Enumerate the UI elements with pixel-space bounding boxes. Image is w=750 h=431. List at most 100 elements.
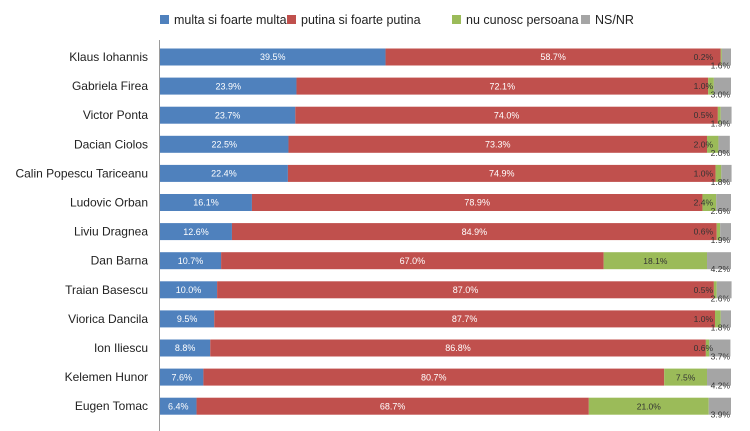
bar-segment-putina-si-foarte-putina	[203, 368, 665, 386]
bar-segment-nu-cunosc-persoana	[717, 106, 721, 124]
bar-segment-multa-si-foarte-multa	[160, 48, 386, 66]
value-label-nu-cunosc-persoana: 21.0%	[637, 401, 662, 411]
value-label-putina-si-foarte-putina: 87.0%	[453, 285, 479, 295]
bar-segment-ns-nr	[708, 397, 731, 415]
value-label-putina-si-foarte-putina: 80.7%	[421, 372, 447, 382]
value-label-putina-si-foarte-putina: 73.3%	[485, 140, 511, 150]
category-label: Gabriela Firea	[72, 79, 148, 93]
bar-segment-multa-si-foarte-multa	[160, 77, 297, 95]
value-label-ns-nr: 4.2%	[711, 381, 731, 391]
bar-segment-multa-si-foarte-multa	[160, 194, 252, 211]
category-label: Ion Iliescu	[94, 341, 148, 355]
bar-segment-ns-nr	[720, 106, 732, 124]
bar-segment-nu-cunosc-persoana	[715, 164, 722, 182]
bar-segment-putina-si-foarte-putina	[287, 164, 716, 182]
value-label-multa-si-foarte-multa: 22.5%	[211, 140, 237, 150]
bar-segment-ns-nr	[709, 339, 731, 357]
value-label-multa-si-foarte-multa: 7.6%	[171, 372, 192, 382]
value-label-nu-cunosc-persoana: 2.4%	[694, 198, 714, 208]
bar-segment-multa-si-foarte-multa	[160, 397, 197, 415]
category-labels: Klaus Iohannis Gabriela Firea Victor Ponta…	[15, 50, 148, 413]
bar-segment-multa-si-foarte-multa	[160, 339, 211, 357]
bar-segment-multa-si-foarte-multa	[160, 223, 232, 241]
bar-segment-ns-nr	[721, 164, 732, 182]
bar-segment-multa-si-foarte-multa	[160, 252, 222, 270]
value-label-ns-nr: 1.6%	[711, 61, 731, 71]
legend-swatch-putina-si-foarte-putina	[287, 15, 296, 24]
value-label-putina-si-foarte-putina: 84.9%	[462, 227, 488, 237]
legend-label-nu-cunosc-persoana: nu cunosc persoana	[466, 13, 579, 27]
value-label-multa-si-foarte-multa: 12.6%	[183, 227, 209, 237]
value-label-ns-nr: 4.2%	[711, 264, 731, 274]
value-label-putina-si-foarte-putina: 74.0%	[494, 110, 520, 120]
bar-segment-putina-si-foarte-putina	[221, 252, 604, 270]
bar-segment-putina-si-foarte-putina	[251, 194, 703, 211]
value-label-ns-nr: 1.9%	[711, 119, 731, 129]
bar-segment-nu-cunosc-persoana	[707, 135, 719, 153]
bar-segment-putina-si-foarte-putina	[296, 77, 709, 95]
bar-segment-multa-si-foarte-multa	[160, 164, 288, 182]
value-label-nu-cunosc-persoana: 0.6%	[694, 227, 714, 237]
bar-segment-nu-cunosc-persoana	[702, 194, 717, 211]
bar-segment-nu-cunosc-persoana	[705, 339, 710, 357]
legend-swatch-nu-cunosc-persoana	[452, 15, 461, 24]
bar-segment-nu-cunosc-persoana	[664, 368, 708, 386]
value-label-nu-cunosc-persoana: 1.0%	[694, 314, 714, 324]
value-label-multa-si-foarte-multa: 10.0%	[176, 285, 202, 295]
value-label-putina-si-foarte-putina: 58.7%	[540, 52, 566, 62]
legend-label-putina-si-foarte-putina: putina si foarte putina	[301, 13, 421, 27]
value-label-multa-si-foarte-multa: 16.1%	[193, 198, 219, 208]
value-label-multa-si-foarte-multa: 23.7%	[215, 110, 241, 120]
category-label: Dan Barna	[91, 254, 149, 268]
bar-segment-multa-si-foarte-multa	[160, 310, 215, 328]
value-label-nu-cunosc-persoana: 0.5%	[694, 110, 714, 120]
legend-swatch-multa-si-foarte-multa	[160, 15, 169, 24]
bar-segment-multa-si-foarte-multa	[160, 281, 218, 299]
bar-segment-ns-nr	[720, 310, 731, 328]
value-label-nu-cunosc-persoana: 18.1%	[643, 256, 668, 266]
value-label-nu-cunosc-persoana: 0.5%	[694, 285, 714, 295]
bars	[160, 48, 732, 415]
category-label: Victor Ponta	[83, 108, 148, 122]
value-label-putina-si-foarte-putina: 68.7%	[380, 401, 406, 411]
bar-segment-putina-si-foarte-putina	[295, 106, 718, 124]
category-label: Eugen Tomac	[75, 399, 148, 413]
bar-segment-ns-nr	[707, 368, 731, 386]
value-label-putina-si-foarte-putina: 86.8%	[445, 343, 471, 353]
bar-segment-ns-nr	[716, 194, 731, 211]
value-label-nu-cunosc-persoana: 7.5%	[676, 372, 696, 382]
category-label: Dacian Ciolos	[74, 137, 148, 151]
legend-label-ns-nr: NS/NR	[595, 13, 634, 27]
value-label-ns-nr: 3.0%	[711, 90, 731, 100]
value-label-nu-cunosc-persoana: 1.0%	[694, 168, 714, 178]
value-label-multa-si-foarte-multa: 22.4%	[211, 169, 237, 179]
bar-segment-ns-nr	[713, 77, 731, 95]
bar-segment-multa-si-foarte-multa	[160, 368, 204, 386]
bar-segment-ns-nr	[716, 281, 732, 299]
legend: multa si foarte multa putina si foarte pu…	[160, 13, 634, 27]
category-label: Ludovic Orban	[70, 196, 148, 210]
bar-segment-ns-nr	[721, 48, 731, 66]
value-label-ns-nr: 1.8%	[711, 322, 731, 332]
value-label-putina-si-foarte-putina: 67.0%	[400, 256, 426, 266]
bar-segment-nu-cunosc-persoana	[720, 48, 722, 66]
bar-segment-putina-si-foarte-putina	[231, 223, 717, 241]
bar-segment-putina-si-foarte-putina	[214, 310, 716, 328]
bar-segment-nu-cunosc-persoana	[708, 77, 714, 95]
bar-segment-ns-nr	[707, 252, 731, 270]
value-label-ns-nr: 3.7%	[711, 352, 731, 362]
value-label-ns-nr: 3.9%	[711, 410, 731, 420]
value-label-putina-si-foarte-putina: 78.9%	[464, 198, 490, 208]
bar-segment-nu-cunosc-persoana	[716, 223, 721, 241]
value-label-multa-si-foarte-multa: 39.5%	[260, 52, 286, 62]
category-label: Viorica Dancila	[68, 312, 148, 326]
value-label-nu-cunosc-persoana: 0.6%	[694, 343, 714, 353]
bar-segment-nu-cunosc-persoana	[715, 310, 721, 328]
value-label-nu-cunosc-persoana: 2.0%	[694, 139, 714, 149]
bar-segment-putina-si-foarte-putina	[210, 339, 706, 357]
value-label-ns-nr: 1.8%	[711, 177, 731, 187]
bar-segment-multa-si-foarte-multa	[160, 135, 289, 153]
value-label-multa-si-foarte-multa: 10.7%	[178, 256, 204, 266]
legend-swatch-ns-nr	[581, 15, 590, 24]
bar-segment-ns-nr	[718, 135, 730, 153]
